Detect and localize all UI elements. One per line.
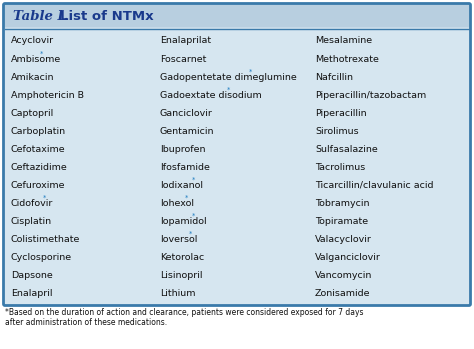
Text: Topiramate: Topiramate (315, 217, 368, 226)
Text: Piperacillin/tazobactam: Piperacillin/tazobactam (315, 91, 426, 99)
Text: Nafcillin: Nafcillin (315, 73, 353, 82)
Text: Colistimethate: Colistimethate (11, 235, 81, 244)
Text: *: * (192, 177, 195, 183)
Text: *: * (185, 195, 188, 201)
Text: Cefotaxime: Cefotaxime (11, 145, 65, 154)
Text: Cefuroxime: Cefuroxime (11, 181, 65, 190)
Text: Gadoextate disodium: Gadoextate disodium (160, 91, 262, 99)
Text: *: * (39, 51, 43, 57)
FancyBboxPatch shape (3, 28, 471, 305)
Text: Sulfasalazine: Sulfasalazine (315, 145, 378, 154)
Text: Sirolimus: Sirolimus (315, 127, 359, 136)
Text: Mesalamine: Mesalamine (315, 36, 372, 45)
FancyBboxPatch shape (3, 3, 471, 30)
Text: Enalapril: Enalapril (11, 289, 53, 298)
Text: Dapsone: Dapsone (11, 271, 53, 280)
Text: Ambisome: Ambisome (11, 54, 61, 64)
Text: Zonisamide: Zonisamide (315, 289, 371, 298)
Text: *: * (248, 69, 252, 75)
Text: Piperacillin: Piperacillin (315, 109, 366, 118)
Text: Lithium: Lithium (160, 289, 195, 298)
Text: Table I.: Table I. (13, 10, 68, 23)
Text: Acyclovir: Acyclovir (11, 36, 54, 45)
Text: Foscarnet: Foscarnet (160, 54, 206, 64)
Text: Tobramycin: Tobramycin (315, 199, 370, 208)
Text: Cisplatin: Cisplatin (11, 217, 52, 226)
Text: Amphotericin B: Amphotericin B (11, 91, 84, 99)
Text: Ketorolac: Ketorolac (160, 253, 204, 262)
Text: Gadopentetate dimeglumine: Gadopentetate dimeglumine (160, 73, 297, 82)
Text: Valacyclovir: Valacyclovir (315, 235, 372, 244)
Text: List of NTMx: List of NTMx (60, 10, 154, 23)
Text: *Based on the duration of action and clearance, patients were considered exposed: *Based on the duration of action and cle… (5, 308, 364, 327)
Text: Enalaprilat: Enalaprilat (160, 36, 211, 45)
Text: Captopril: Captopril (11, 109, 54, 118)
Text: Vancomycin: Vancomycin (315, 271, 373, 280)
Text: Lisinopril: Lisinopril (160, 271, 202, 280)
Text: Ceftazidime: Ceftazidime (11, 163, 68, 172)
Text: Valganciclovir: Valganciclovir (315, 253, 381, 262)
Text: Amikacin: Amikacin (11, 73, 55, 82)
Text: Ioversol: Ioversol (160, 235, 197, 244)
Text: *: * (43, 195, 46, 201)
Text: Cyclosporine: Cyclosporine (11, 253, 72, 262)
Text: Tacrolimus: Tacrolimus (315, 163, 365, 172)
Text: *: * (192, 213, 195, 219)
Text: Iohexol: Iohexol (160, 199, 194, 208)
Text: *: * (188, 231, 191, 237)
Text: *: * (227, 87, 230, 93)
Text: Ibuprofen: Ibuprofen (160, 145, 206, 154)
Text: Iopamidol: Iopamidol (160, 217, 207, 226)
Text: Cidofovir: Cidofovir (11, 199, 54, 208)
Text: Ifosfamide: Ifosfamide (160, 163, 210, 172)
Text: Ticarcillin/clavulanic acid: Ticarcillin/clavulanic acid (315, 181, 434, 190)
Text: Iodixanol: Iodixanol (160, 181, 203, 190)
Text: Carboplatin: Carboplatin (11, 127, 66, 136)
Text: Gentamicin: Gentamicin (160, 127, 215, 136)
Text: Ganciclovir: Ganciclovir (160, 109, 213, 118)
Text: Methotrexate: Methotrexate (315, 54, 379, 64)
